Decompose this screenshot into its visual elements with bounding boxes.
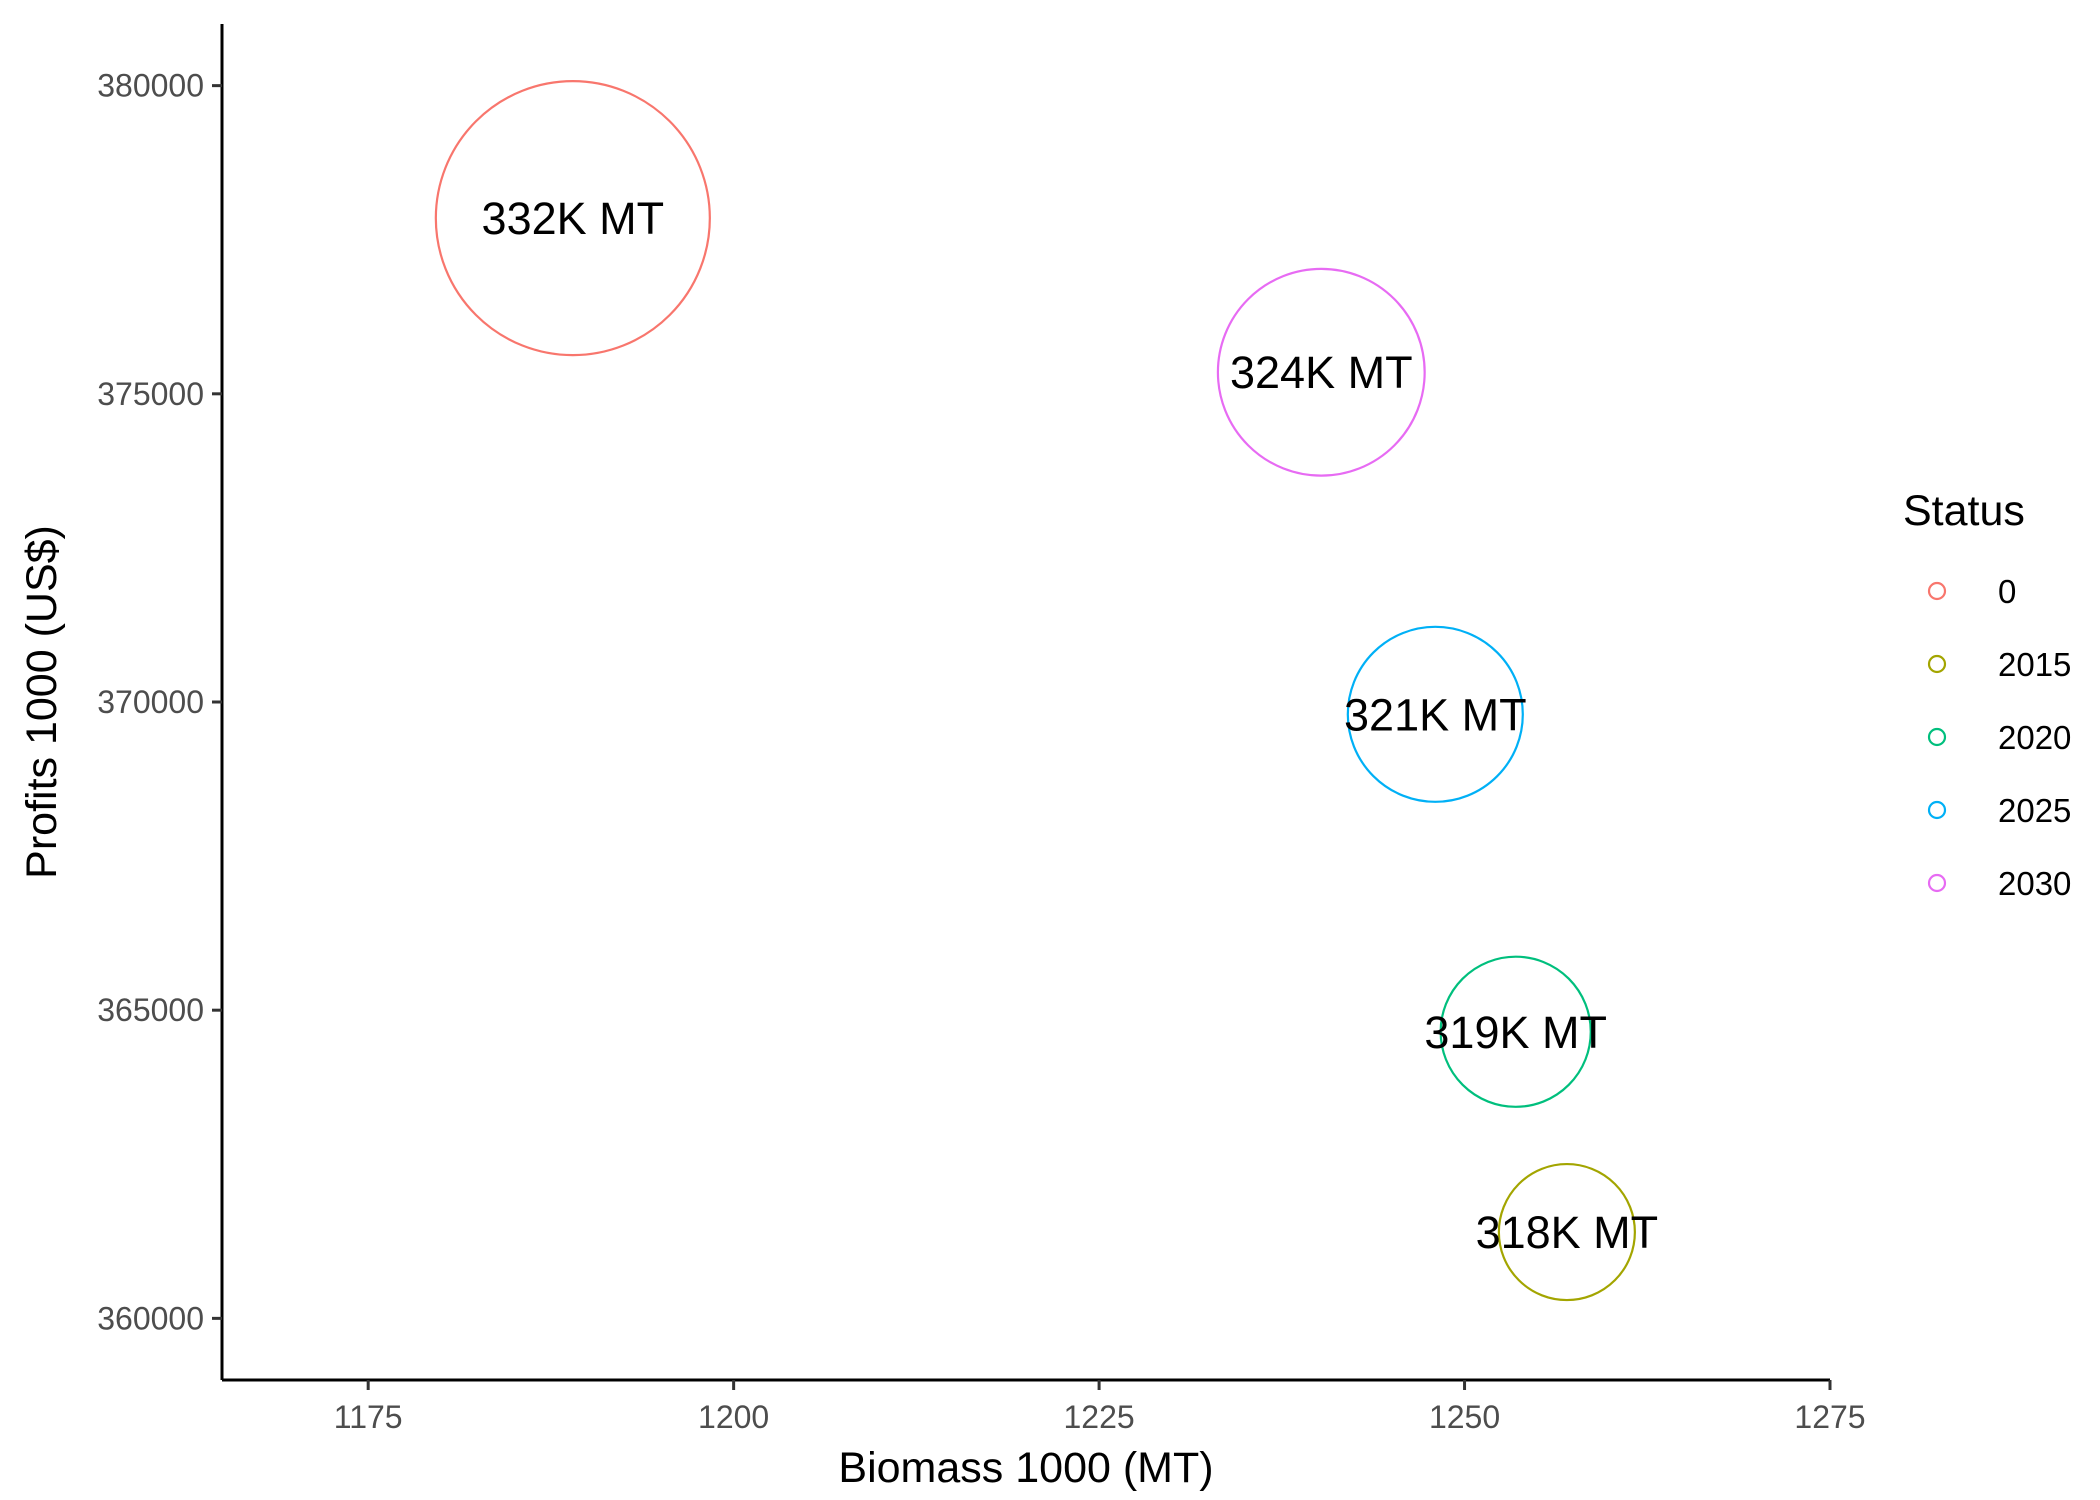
legend-key-circle bbox=[1927, 727, 1947, 747]
legend-label: 2020 bbox=[1998, 719, 2071, 756]
y-ticks: 360000 365000 370000 375000 380000 bbox=[97, 68, 222, 1336]
bubble-2030: 324K MT bbox=[1216, 267, 1426, 477]
bubble-2015: 318K MT bbox=[1476, 1162, 1659, 1302]
legend-item-2020: 2020 bbox=[1927, 719, 2071, 756]
x-axis-title: Biomass 1000 (MT) bbox=[838, 1444, 1213, 1492]
bubble-circle bbox=[1497, 1162, 1636, 1302]
legend: Status 0 2015 2020 2025 2030 bbox=[1903, 487, 2071, 902]
y-tick-label: 380000 bbox=[97, 68, 204, 104]
legend-item-2025: 2025 bbox=[1927, 792, 2071, 829]
legend-label: 2015 bbox=[1998, 646, 2071, 683]
x-tick-label: 1200 bbox=[698, 1399, 769, 1435]
bubble-label: 332K MT bbox=[482, 193, 665, 244]
y-axis: 360000 365000 370000 375000 380000 bbox=[97, 24, 224, 1380]
legend-items: 0 2015 2020 2025 2030 bbox=[1927, 573, 2071, 902]
x-tick-label: 1225 bbox=[1063, 1399, 1134, 1435]
bubble-circle bbox=[1346, 625, 1524, 803]
legend-label: 2025 bbox=[1998, 792, 2071, 829]
y-axis-title: Profits 1000 (US$) bbox=[18, 525, 66, 879]
x-tick-label: 1175 bbox=[334, 1399, 403, 1435]
legend-title: Status bbox=[1903, 487, 2025, 535]
bubble-label: 324K MT bbox=[1230, 347, 1413, 398]
legend-key-circle bbox=[1927, 654, 1947, 674]
legend-key-circle bbox=[1927, 873, 1947, 893]
bubble-2025: 321K MT bbox=[1344, 625, 1527, 803]
y-tick-label: 360000 bbox=[97, 1300, 204, 1336]
x-ticks: 1175 1200 1225 1250 1275 bbox=[334, 1380, 1866, 1435]
y-tick-label: 375000 bbox=[97, 376, 204, 412]
y-tick-label: 365000 bbox=[97, 992, 204, 1028]
bubble-label: 321K MT bbox=[1344, 689, 1527, 740]
legend-item-2030: 2030 bbox=[1927, 865, 2071, 902]
bubble-label: 318K MT bbox=[1476, 1207, 1659, 1258]
bubble-label: 319K MT bbox=[1424, 1007, 1607, 1058]
legend-label: 2030 bbox=[1998, 865, 2071, 902]
bubble-circle bbox=[1439, 955, 1592, 1108]
x-axis: 1175 1200 1225 1250 1275 bbox=[222, 1378, 1866, 1435]
bubbles: 332K MT 324K MT 321K MT 319K MT 318K MT bbox=[434, 80, 1659, 1302]
legend-item-2015: 2015 bbox=[1927, 646, 2071, 683]
y-tick-label: 370000 bbox=[97, 684, 204, 720]
bubble-2020: 319K MT bbox=[1424, 955, 1607, 1108]
bubble-0: 332K MT bbox=[434, 80, 711, 357]
legend-key-circle bbox=[1927, 581, 1947, 601]
legend-item-0: 0 bbox=[1927, 573, 2016, 610]
legend-key-circle bbox=[1927, 800, 1947, 820]
bubble-circle bbox=[1216, 267, 1426, 477]
legend-label: 0 bbox=[1998, 573, 2016, 610]
x-tick-label: 1250 bbox=[1429, 1399, 1500, 1435]
bubble-circle bbox=[434, 80, 711, 357]
x-tick-label: 1275 bbox=[1794, 1399, 1865, 1435]
